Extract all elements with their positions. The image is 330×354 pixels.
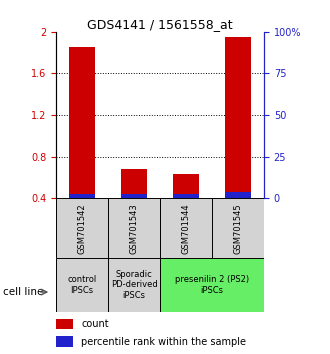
Bar xyxy=(56,258,108,312)
Bar xyxy=(212,198,264,258)
Text: cell line: cell line xyxy=(3,287,44,297)
Text: GSM701543: GSM701543 xyxy=(130,203,139,254)
Text: Sporadic
PD-derived
iPSCs: Sporadic PD-derived iPSCs xyxy=(111,270,157,300)
Bar xyxy=(173,194,199,198)
Bar xyxy=(121,169,147,198)
Bar xyxy=(69,47,95,198)
Text: control
IPSCs: control IPSCs xyxy=(67,275,97,295)
Bar xyxy=(69,194,95,198)
Title: GDS4141 / 1561558_at: GDS4141 / 1561558_at xyxy=(87,18,233,31)
Bar xyxy=(56,198,108,258)
Bar xyxy=(173,174,199,198)
Text: GSM701542: GSM701542 xyxy=(78,203,86,254)
Text: GSM701544: GSM701544 xyxy=(182,203,190,254)
Bar xyxy=(108,258,160,312)
Bar xyxy=(225,192,251,198)
Bar xyxy=(56,319,73,329)
Bar xyxy=(56,336,73,347)
Text: GSM701545: GSM701545 xyxy=(234,203,243,254)
Text: presenilin 2 (PS2)
iPSCs: presenilin 2 (PS2) iPSCs xyxy=(175,275,249,295)
Bar xyxy=(160,258,264,312)
Bar xyxy=(225,37,251,198)
Bar xyxy=(121,194,147,198)
Bar xyxy=(160,198,212,258)
Bar xyxy=(108,198,160,258)
Text: count: count xyxy=(81,319,109,329)
Text: percentile rank within the sample: percentile rank within the sample xyxy=(81,337,246,347)
